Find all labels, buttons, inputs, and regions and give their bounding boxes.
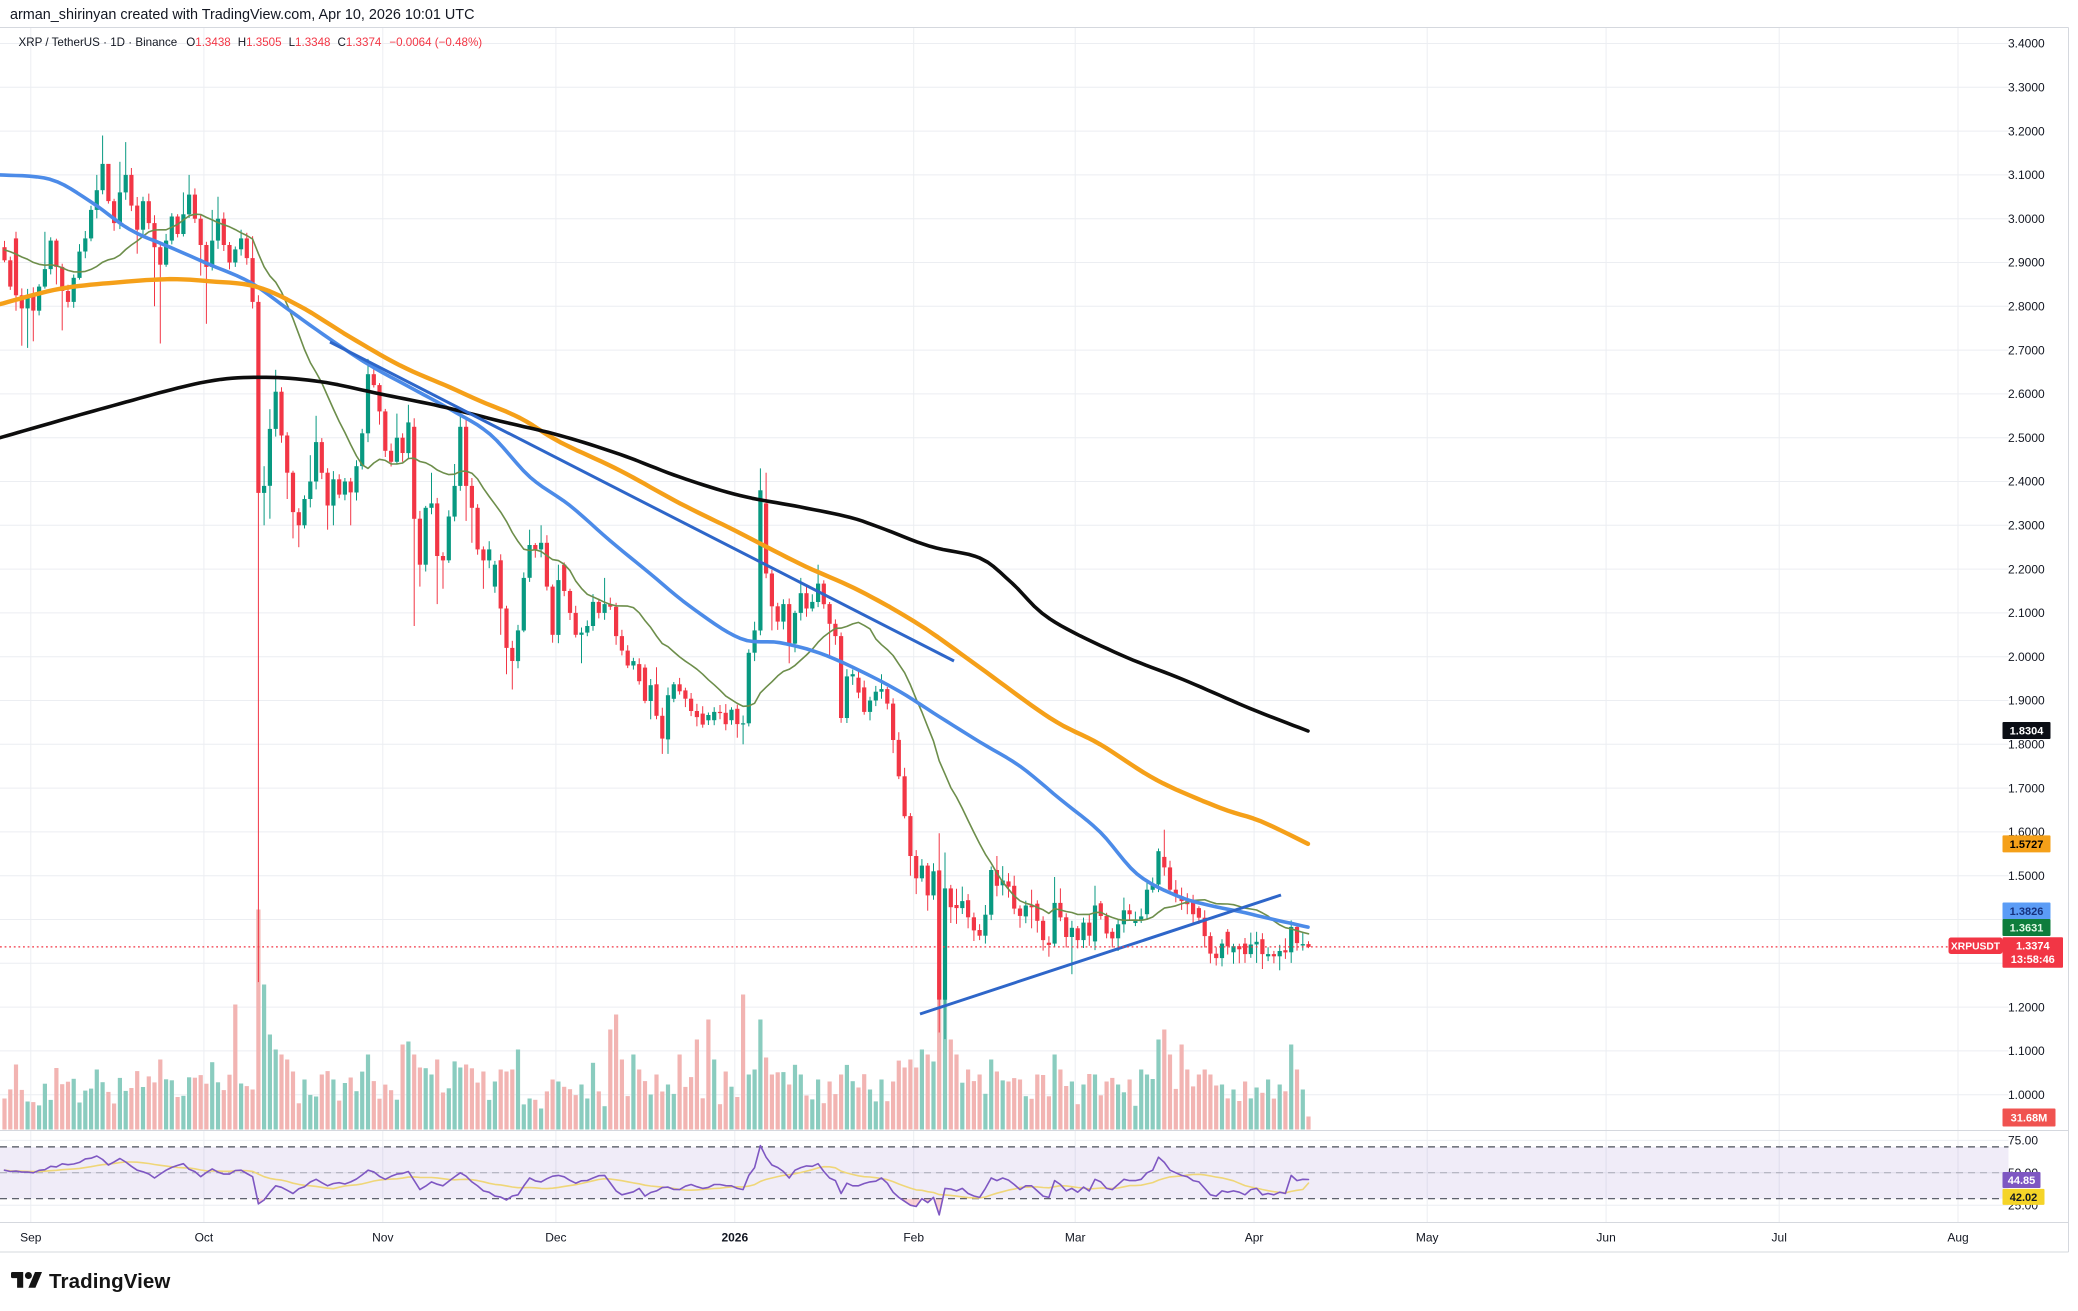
svg-text:2.7000: 2.7000	[2008, 343, 2045, 357]
svg-text:XRPUSDT: XRPUSDT	[1951, 942, 2001, 953]
svg-text:13:58:46: 13:58:46	[2011, 954, 2055, 966]
svg-text:3.3000: 3.3000	[2008, 81, 2045, 95]
svg-text:1.5727: 1.5727	[2010, 839, 2044, 851]
svg-text:1.3826: 1.3826	[2010, 906, 2044, 918]
svg-text:2.5000: 2.5000	[2008, 431, 2045, 445]
svg-text:1.5000: 1.5000	[2008, 869, 2045, 883]
svg-text:1.0000: 1.0000	[2008, 1088, 2045, 1102]
svg-text:Jun: Jun	[1596, 1231, 1615, 1245]
svg-text:2.3000: 2.3000	[2008, 519, 2045, 533]
svg-text:1.9000: 1.9000	[2008, 694, 2045, 708]
svg-text:Sep: Sep	[20, 1231, 42, 1245]
svg-text:75.00: 75.00	[2008, 1134, 2038, 1148]
svg-text:44.85: 44.85	[2008, 1175, 2036, 1187]
svg-text:1.8304: 1.8304	[2010, 725, 2045, 737]
svg-text:2026: 2026	[721, 1231, 748, 1245]
svg-text:2.9000: 2.9000	[2008, 256, 2045, 270]
svg-text:2.1000: 2.1000	[2008, 606, 2045, 620]
svg-text:Nov: Nov	[372, 1231, 393, 1245]
svg-text:1.3631: 1.3631	[2010, 922, 2044, 934]
svg-text:2.0000: 2.0000	[2008, 650, 2045, 664]
svg-text:2.4000: 2.4000	[2008, 475, 2045, 489]
svg-text:TradingView: TradingView	[49, 1270, 170, 1293]
svg-text:3.0000: 3.0000	[2008, 212, 2045, 226]
svg-text:2.2000: 2.2000	[2008, 562, 2045, 576]
svg-text:1.8000: 1.8000	[2008, 738, 2045, 752]
svg-text:May: May	[1416, 1231, 1439, 1245]
svg-text:Feb: Feb	[903, 1231, 924, 1245]
svg-text:2.8000: 2.8000	[2008, 300, 2045, 314]
svg-text:Jul: Jul	[1772, 1231, 1787, 1245]
svg-text:1.1000: 1.1000	[2008, 1044, 2045, 1058]
svg-text:arman_shirinyan created with T: arman_shirinyan created with TradingView…	[10, 7, 474, 23]
svg-text:3.1000: 3.1000	[2008, 168, 2045, 182]
svg-text:Aug: Aug	[1947, 1231, 1968, 1245]
svg-text:1.7000: 1.7000	[2008, 781, 2045, 795]
svg-text:Dec: Dec	[545, 1231, 566, 1245]
svg-text:Oct: Oct	[195, 1231, 214, 1245]
svg-text:2.6000: 2.6000	[2008, 387, 2045, 401]
svg-text:42.02: 42.02	[2010, 1192, 2038, 1204]
svg-text:1.2000: 1.2000	[2008, 1000, 2045, 1014]
svg-text:3.4000: 3.4000	[2008, 37, 2045, 51]
svg-text:Mar: Mar	[1065, 1231, 1086, 1245]
svg-text:Apr: Apr	[1245, 1231, 1264, 1245]
svg-text:31.68M: 31.68M	[2011, 1112, 2048, 1124]
svg-text:3.2000: 3.2000	[2008, 124, 2045, 138]
svg-text:1.3374: 1.3374	[2016, 940, 2051, 952]
